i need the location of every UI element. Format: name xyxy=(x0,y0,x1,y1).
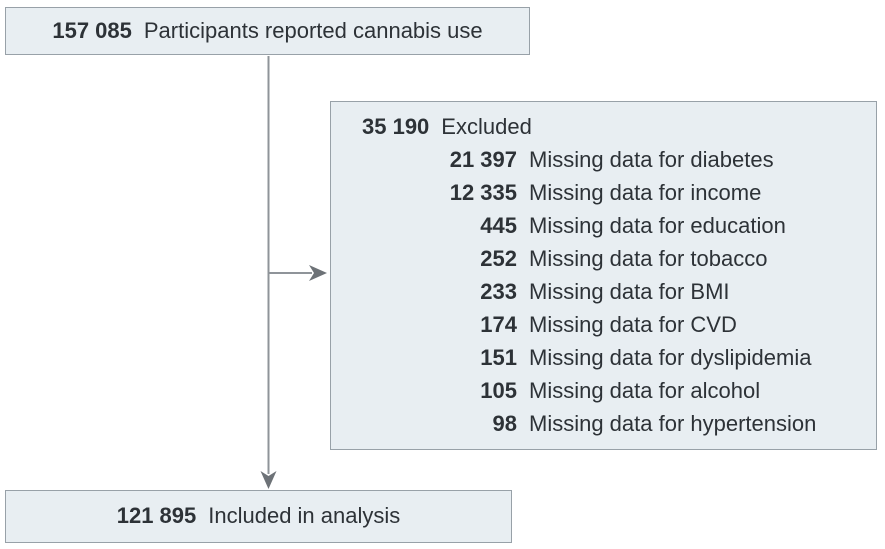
excluded-item-row: 98 Missing data for hypertension xyxy=(331,408,876,441)
excluded-item-row: 151 Missing data for dyslipidemia xyxy=(331,342,876,375)
excluded-item-row: 21 397 Missing data for diabetes xyxy=(331,144,876,177)
excluded-item-count: 233 xyxy=(480,279,517,305)
participants-count: 157 085 xyxy=(52,17,132,43)
excluded-item-row: 174 Missing data for CVD xyxy=(331,309,876,342)
participants-box: 157 085 Participants reported cannabis u… xyxy=(5,7,530,55)
excluded-item-label: Missing data for diabetes xyxy=(529,147,774,173)
excluded-item-count: 151 xyxy=(480,345,517,371)
excluded-item-label: Missing data for tobacco xyxy=(529,246,768,272)
excluded-item-count: 174 xyxy=(480,312,517,338)
excluded-label: Excluded xyxy=(441,114,532,140)
excluded-items-list: 21 397 Missing data for diabetes 12 335 … xyxy=(331,144,876,441)
excluded-item-row: 12 335 Missing data for income xyxy=(331,177,876,210)
included-count: 121 895 xyxy=(116,503,197,529)
excluded-item-label: Missing data for alcohol xyxy=(529,378,761,404)
excluded-item-label: Missing data for BMI xyxy=(529,279,730,305)
right-arrow-head-icon xyxy=(309,265,327,281)
excluded-count: 35 190 xyxy=(362,114,430,140)
excluded-item-label: Missing data for dyslipidemia xyxy=(529,345,812,371)
excluded-item-row: 252 Missing data for tobacco xyxy=(331,243,876,276)
excluded-item-row: 445 Missing data for education xyxy=(331,210,876,243)
participants-label: Participants reported cannabis use xyxy=(143,17,483,43)
excluded-box: 35 190 Excluded 21 397 Missing data for … xyxy=(330,101,877,450)
excluded-item-label: Missing data for CVD xyxy=(529,312,737,338)
excluded-item-count: 98 xyxy=(492,411,517,437)
down-arrow-head-icon xyxy=(260,471,277,489)
included-label: Included in analysis xyxy=(208,503,401,529)
excluded-item-label: Missing data for income xyxy=(529,180,762,206)
excluded-header-row: 35 190 Excluded xyxy=(331,111,876,144)
excluded-item-row: 233 Missing data for BMI xyxy=(331,276,876,309)
excluded-item-count: 445 xyxy=(480,213,517,239)
excluded-item-label: Missing data for education xyxy=(529,213,786,239)
excluded-item-row: 105 Missing data for alcohol xyxy=(331,375,876,408)
excluded-item-label: Missing data for hypertension xyxy=(529,411,817,437)
excluded-item-count: 252 xyxy=(480,246,517,272)
excluded-item-count: 105 xyxy=(480,378,517,404)
excluded-item-count: 12 335 xyxy=(449,180,517,206)
excluded-item-count: 21 397 xyxy=(449,147,517,173)
included-box: 121 895 Included in analysis xyxy=(5,490,512,543)
